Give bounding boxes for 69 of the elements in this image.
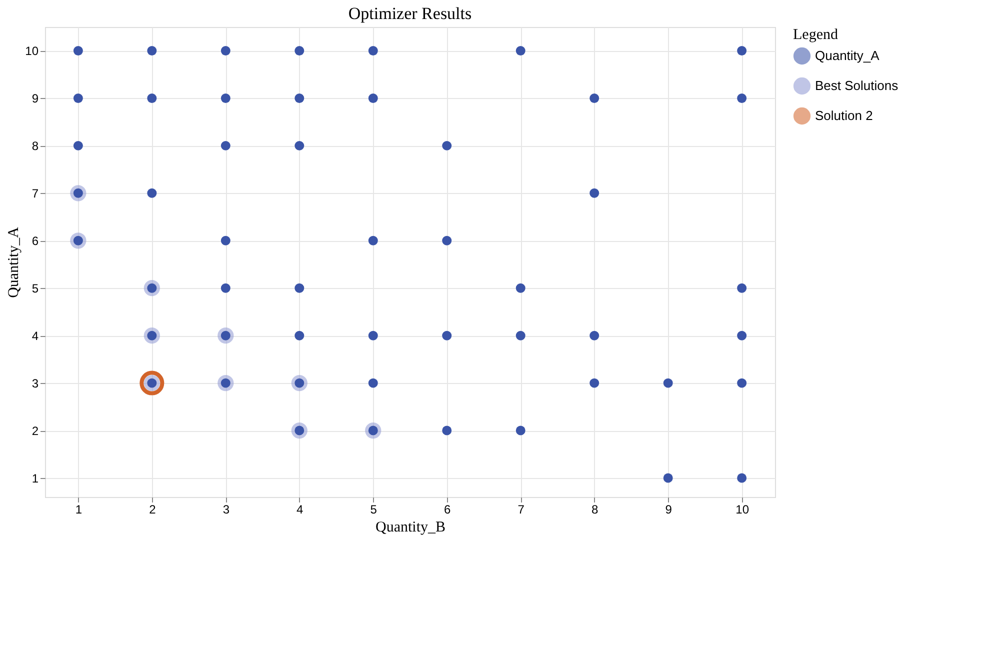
point xyxy=(73,93,83,103)
point xyxy=(147,46,157,56)
point xyxy=(516,46,526,56)
x-tick-label: 9 xyxy=(665,502,672,516)
x-tick-label: 6 xyxy=(444,502,452,516)
point xyxy=(663,378,673,388)
point xyxy=(737,378,747,388)
point xyxy=(294,330,304,340)
legend-label: Solution 2 xyxy=(815,108,873,123)
x-tick-label: 4 xyxy=(296,502,304,516)
point xyxy=(147,93,157,103)
point xyxy=(590,93,600,103)
point xyxy=(294,140,304,150)
point xyxy=(590,188,600,198)
point xyxy=(368,46,378,56)
point xyxy=(220,236,230,246)
x-tick-label: 2 xyxy=(149,502,156,516)
point xyxy=(294,283,304,293)
chart-title: Optimizer Results xyxy=(348,4,472,23)
y-tick-label: 5 xyxy=(32,282,39,296)
point xyxy=(737,473,747,483)
point xyxy=(590,330,600,340)
point xyxy=(147,188,157,198)
point xyxy=(368,236,378,246)
point xyxy=(737,93,747,103)
x-tick-label: 1 xyxy=(75,502,82,516)
point xyxy=(220,283,230,293)
point xyxy=(737,283,747,293)
x-tick-label: 7 xyxy=(518,502,525,516)
point xyxy=(368,330,378,340)
x-tick-label: 10 xyxy=(736,502,750,516)
point xyxy=(663,473,673,483)
y-tick-label: 7 xyxy=(32,186,39,201)
point xyxy=(442,236,452,246)
y-tick-label: 4 xyxy=(32,329,39,344)
x-tick-label: 3 xyxy=(222,502,230,516)
x-tick-label: 8 xyxy=(592,502,598,516)
point xyxy=(442,426,452,436)
point xyxy=(294,46,304,56)
y-tick-label: 6 xyxy=(32,234,39,248)
point xyxy=(368,378,378,388)
point xyxy=(590,378,600,388)
y-tick-label: 2 xyxy=(32,424,39,438)
legend-label: Best Solutions xyxy=(815,78,899,93)
point xyxy=(140,370,164,396)
point xyxy=(220,46,230,56)
x-axis-title: Quantity_B xyxy=(376,520,446,536)
point xyxy=(220,140,230,150)
x-tick-label: 5 xyxy=(370,502,378,516)
y-tick-label: 9 xyxy=(32,92,39,106)
y-tick-label: 8 xyxy=(32,139,39,154)
y-axis-title: Quantity_A xyxy=(6,226,22,298)
point xyxy=(516,426,526,436)
y-tick-label: 10 xyxy=(25,44,39,58)
point xyxy=(737,330,747,340)
y-tick-label: 1 xyxy=(32,472,39,486)
point xyxy=(442,140,452,150)
point xyxy=(516,330,526,340)
point xyxy=(73,46,83,56)
point xyxy=(73,140,83,150)
y-tick-label: 3 xyxy=(32,376,39,391)
legend-label: Quantity_A xyxy=(815,48,880,63)
point xyxy=(220,93,230,103)
point xyxy=(737,46,747,56)
point xyxy=(294,93,304,103)
point xyxy=(368,93,378,103)
point xyxy=(442,330,452,340)
point xyxy=(516,283,526,293)
legend-title: Legend xyxy=(793,27,838,43)
